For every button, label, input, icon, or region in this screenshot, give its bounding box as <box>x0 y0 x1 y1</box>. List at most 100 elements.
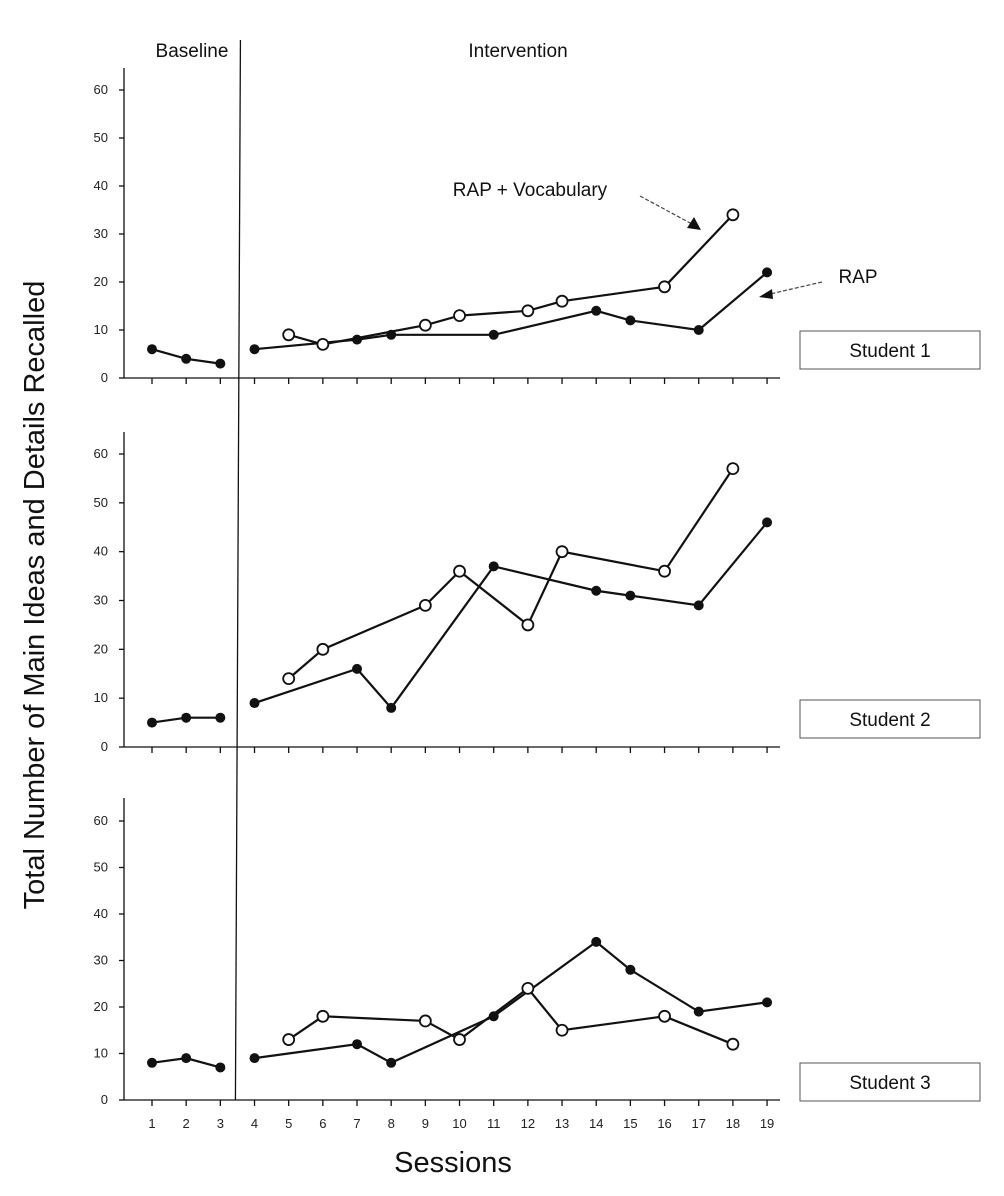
y-tick-label: 50 <box>94 860 108 875</box>
data-point-rap <box>591 585 602 596</box>
data-point-rap <box>625 964 636 975</box>
data-point-rap <box>181 1053 192 1064</box>
data-point-rap-vocabulary <box>418 598 432 612</box>
x-tick-label: 14 <box>589 1116 603 1131</box>
student-label-box <box>799 699 981 739</box>
series-line-rap <box>254 271 768 351</box>
x-tick-label: 15 <box>623 1116 637 1131</box>
x-tick-label: 16 <box>657 1116 671 1131</box>
student-label: Student 3 <box>849 1073 930 1094</box>
data-point-rap-vocabulary <box>282 672 296 686</box>
y-tick-label: 60 <box>94 813 108 828</box>
panel-student-1: 0 10 20 30 40 50 60 Student 1 <box>94 68 981 385</box>
y-axis-label: Total Number of Main Ideas and Details R… <box>19 281 51 910</box>
student-label: Student 2 <box>849 710 930 731</box>
x-tick-label: 7 <box>353 1116 360 1131</box>
data-point-rap-vocabulary <box>726 1037 740 1051</box>
arrow-head <box>759 289 773 299</box>
data-point-rap <box>591 305 602 316</box>
student-label-box <box>799 330 981 370</box>
data-point-rap <box>352 663 363 674</box>
data-point-rap <box>147 717 157 728</box>
data-point-rap <box>693 325 704 335</box>
data-point-rap-vocabulary <box>316 337 330 351</box>
phase-label-baseline: Baseline <box>156 41 229 62</box>
x-tick-label: 6 <box>319 1116 326 1131</box>
data-point-rap-vocabulary <box>282 1033 296 1046</box>
data-point-rap <box>693 1006 704 1017</box>
data-point-rap-vocabulary <box>316 1009 330 1023</box>
arrow-head <box>687 217 701 230</box>
x-tick-label: 3 <box>217 1116 224 1131</box>
y-tick-label: 10 <box>94 1046 108 1061</box>
series-line-rap <box>254 521 768 710</box>
annotation-arrow-rap-vocabulary <box>639 195 693 225</box>
data-point-rap-vocabulary <box>726 462 740 476</box>
data-point-rap <box>147 1057 157 1068</box>
y-tick-label: 10 <box>94 322 108 337</box>
y-tick-label: 10 <box>94 690 108 705</box>
data-point-rap <box>215 712 226 723</box>
data-point-rap-vocabulary <box>453 1033 466 1046</box>
x-tick-label: 12 <box>521 1116 535 1131</box>
y-tick-label: 0 <box>101 1092 108 1107</box>
data-point-rap <box>249 344 260 355</box>
data-point-rap <box>762 997 773 1008</box>
y-tick-label: 50 <box>94 495 108 510</box>
data-point-rap <box>591 936 602 947</box>
data-point-rap-vocabulary <box>658 564 671 578</box>
data-point-rap <box>215 1062 226 1073</box>
data-point-rap-vocabulary <box>453 564 466 578</box>
data-point-rap <box>488 1011 499 1022</box>
data-point-rap-vocabulary <box>726 208 740 222</box>
data-point-rap-vocabulary <box>316 642 330 656</box>
x-tick-label: 10 <box>452 1116 466 1131</box>
data-point-rap <box>386 1057 397 1068</box>
data-point-rap <box>762 267 773 278</box>
data-point-rap <box>352 1039 363 1050</box>
y-tick-label: 60 <box>94 446 108 461</box>
data-point-rap <box>625 315 636 326</box>
x-tick-label: 2 <box>183 1116 190 1131</box>
data-point-rap-vocabulary <box>521 982 535 995</box>
data-point-rap-vocabulary <box>418 318 432 332</box>
data-point-rap <box>249 1053 260 1064</box>
data-point-rap-vocabulary <box>418 1014 432 1028</box>
data-point-rap <box>488 561 499 572</box>
x-tick-label: 18 <box>726 1116 740 1131</box>
x-tick-label: 8 <box>388 1116 395 1131</box>
x-tick-label: 17 <box>691 1116 705 1131</box>
y-tick-label: 40 <box>94 906 108 921</box>
x-tick-label: 5 <box>285 1116 292 1131</box>
data-point-rap <box>488 329 499 340</box>
data-point-rap-vocabulary <box>453 309 466 323</box>
data-point-rap-vocabulary <box>555 545 569 559</box>
annotation-arrow-rap <box>769 281 823 295</box>
x-tick-label: 1 <box>148 1116 155 1131</box>
x-tick-label: 9 <box>422 1116 429 1131</box>
y-tick-label: 20 <box>94 274 108 289</box>
y-tick-label: 20 <box>94 641 108 656</box>
data-point-rap <box>386 702 397 713</box>
data-point-rap <box>625 590 636 601</box>
student-label-box <box>799 1062 981 1102</box>
data-point-rap-vocabulary <box>658 1009 671 1023</box>
panel-student-2: 0 10 20 30 40 50 60 Student 2 <box>94 432 981 754</box>
y-tick-label: 0 <box>101 370 108 385</box>
y-tick-label: 50 <box>94 130 108 145</box>
x-axis-label: Sessions <box>394 1147 512 1179</box>
data-point-rap <box>147 344 157 355</box>
annotation-rap: RAP <box>838 267 877 288</box>
y-tick-label: 30 <box>94 953 108 968</box>
data-point-rap-vocabulary <box>658 280 671 294</box>
data-point-rap <box>181 712 192 723</box>
data-point-rap-vocabulary <box>521 618 535 632</box>
data-point-rap <box>762 517 773 528</box>
y-tick-label: 0 <box>101 739 108 754</box>
data-point-rap-vocabulary <box>555 1023 569 1037</box>
x-tick-label: 19 <box>760 1116 774 1131</box>
student-label: Student 1 <box>849 341 930 362</box>
x-tick-label: 13 <box>555 1116 569 1131</box>
